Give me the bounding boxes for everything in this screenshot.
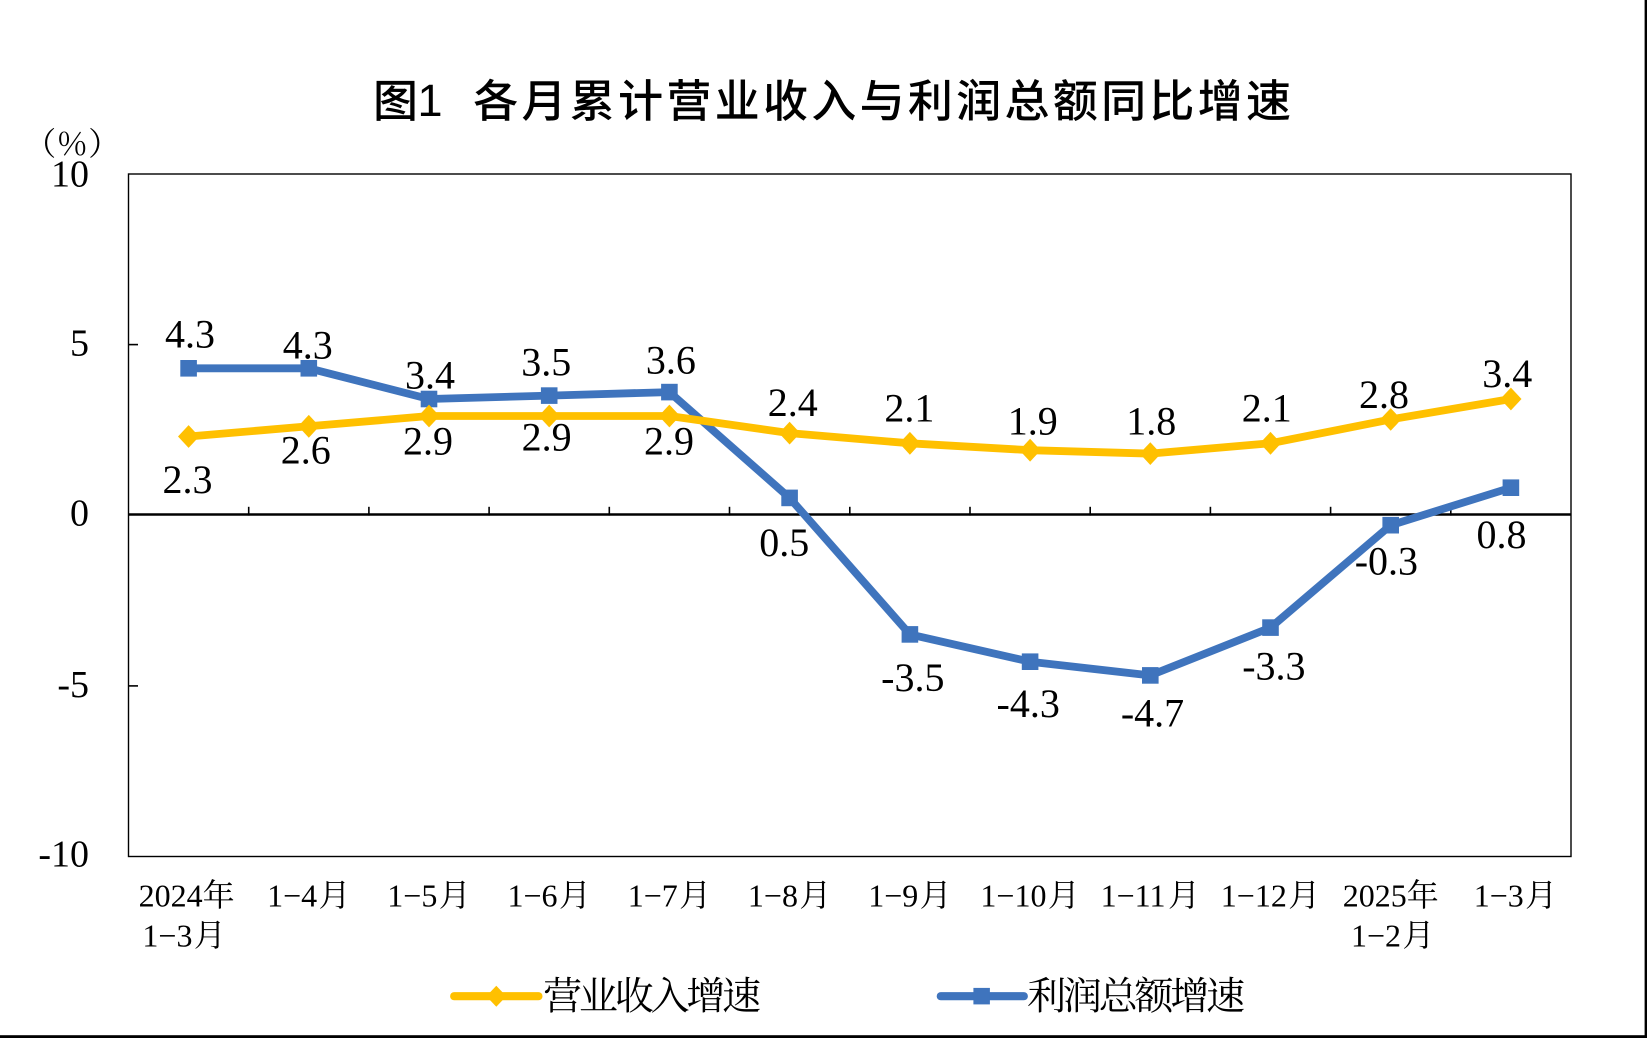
svg-text:4.3: 4.3 bbox=[283, 322, 333, 367]
svg-text:1: 1 bbox=[417, 75, 442, 126]
svg-text:0.5: 0.5 bbox=[759, 520, 809, 565]
svg-text:-4.7: -4.7 bbox=[1121, 691, 1184, 736]
svg-text:3.6: 3.6 bbox=[646, 337, 696, 382]
svg-text:10: 10 bbox=[51, 154, 89, 196]
svg-text:-4.3: -4.3 bbox=[997, 681, 1060, 726]
svg-text:2025: 2025 bbox=[1343, 877, 1407, 913]
svg-text:1−3: 1−3 bbox=[142, 917, 192, 953]
svg-text:3.4: 3.4 bbox=[1482, 351, 1532, 396]
svg-text:2.8: 2.8 bbox=[1359, 372, 1409, 417]
svg-text:0.8: 0.8 bbox=[1477, 512, 1527, 557]
svg-text:3.4: 3.4 bbox=[405, 353, 455, 398]
svg-text:1−2: 1−2 bbox=[1351, 917, 1401, 953]
svg-text:-5: -5 bbox=[57, 664, 89, 706]
svg-text:3.5: 3.5 bbox=[521, 339, 571, 384]
svg-text:1−8: 1−8 bbox=[748, 877, 798, 913]
svg-text:0: 0 bbox=[70, 493, 89, 535]
svg-text:-10: -10 bbox=[38, 834, 89, 876]
svg-text:1−4: 1−4 bbox=[267, 877, 317, 913]
svg-text:2.4: 2.4 bbox=[768, 380, 818, 425]
svg-text:1.9: 1.9 bbox=[1008, 399, 1058, 444]
svg-text:2.9: 2.9 bbox=[403, 418, 453, 463]
svg-text:2.1: 2.1 bbox=[884, 385, 934, 430]
svg-text:1.8: 1.8 bbox=[1126, 399, 1176, 444]
svg-text:1−6: 1−6 bbox=[508, 877, 558, 913]
svg-text:-3.3: -3.3 bbox=[1242, 643, 1305, 688]
svg-text:1−12: 1−12 bbox=[1221, 877, 1287, 913]
svg-text:2.3: 2.3 bbox=[163, 457, 213, 502]
svg-text:1−9: 1−9 bbox=[868, 877, 918, 913]
svg-text:5: 5 bbox=[70, 323, 89, 365]
svg-text:4.3: 4.3 bbox=[165, 311, 215, 356]
svg-text:1−11: 1−11 bbox=[1101, 877, 1166, 913]
svg-text:-3.5: -3.5 bbox=[881, 655, 944, 700]
svg-text:-0.3: -0.3 bbox=[1355, 538, 1418, 583]
svg-text:1−3: 1−3 bbox=[1474, 877, 1524, 913]
svg-text:2.9: 2.9 bbox=[522, 415, 572, 460]
svg-text:1−7: 1−7 bbox=[628, 877, 678, 913]
svg-text:2.9: 2.9 bbox=[644, 418, 694, 463]
svg-text:1−10: 1−10 bbox=[980, 877, 1046, 913]
svg-text:1−5: 1−5 bbox=[387, 877, 437, 913]
svg-text:2024: 2024 bbox=[139, 877, 203, 913]
svg-text:2.1: 2.1 bbox=[1242, 385, 1292, 430]
svg-text:2.6: 2.6 bbox=[281, 427, 331, 472]
